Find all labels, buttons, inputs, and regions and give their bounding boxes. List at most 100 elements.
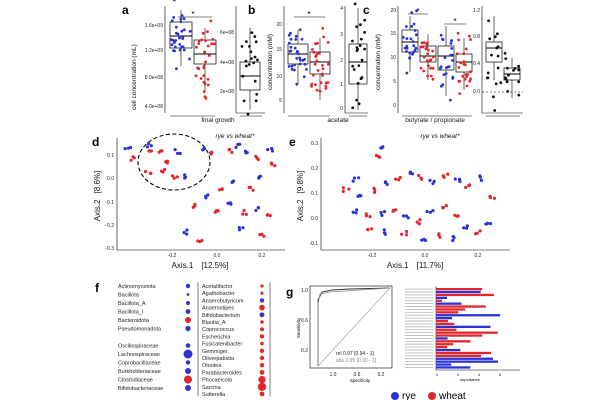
pcoa-point [475,231,479,235]
box-point [464,47,468,51]
box-point [324,81,328,85]
box-point [289,31,292,35]
e-xtick-1: -0.2 [368,253,377,259]
importance-bar [436,305,486,308]
pcoa-point [462,226,466,230]
pcoa-point [143,170,148,174]
taxon-dot [185,343,191,348]
pcoa-point [163,167,167,172]
a-ytick-1: 4.0e+08 [145,104,163,110]
pcoa-point [437,232,441,236]
pcoa-point [408,171,412,175]
box-point [298,56,302,60]
box-point [426,74,430,78]
taxon-dot [259,298,265,303]
c-points [401,9,472,102]
pcoa-point [405,229,409,234]
g-ytick-3: 1.0 [301,288,308,294]
d-ytick-3: -0.1 [105,200,114,206]
taxon-dot [259,312,265,318]
box-point [456,31,460,35]
box-point [182,17,186,21]
box-point [426,64,430,68]
taxon-dot [260,327,264,332]
box-point [357,102,361,106]
box-point [318,89,322,93]
pcoa-point [178,151,182,156]
box-point [194,74,198,78]
pcoa-point [260,232,264,236]
pcoa-point [452,236,456,240]
box-point [420,41,424,45]
box-point [174,39,178,42]
pcoa-point [431,181,435,186]
panel-b: b concentration (mM) 20 15 10 5 * 4 3 2 … [248,2,368,124]
importance-bar [436,351,492,355]
panel-b-ylabel: concentration (mM) [267,34,274,90]
taxon-label: Anaerostipes [202,306,234,312]
box-point [179,17,183,21]
box-point [451,53,455,57]
box-point [450,39,453,42]
box-point [298,28,302,32]
pcoa-point [145,145,149,149]
c-ytick-2: 5 [393,79,396,85]
d-highlight-ellipse [137,133,211,191]
box-point [490,53,493,57]
g-ylabel: Sensitivity [296,317,301,338]
pcoa-point [237,226,241,230]
pcoa-point [129,158,133,162]
pcoa-point [364,212,368,216]
box-point [468,70,472,74]
box-point [312,73,315,77]
pcoa-point [341,186,345,190]
box-point [461,74,465,78]
box-point [431,66,435,70]
panel-c-ylabel: concentration (mM) [375,34,382,90]
d-xtick-3: 0.2 [259,253,266,259]
box-point [462,62,466,66]
box-point [496,66,500,70]
d-xtick-2: 0.0 [214,253,221,259]
box-point [431,49,434,53]
box-point [175,67,178,70]
pcoa-point [256,206,261,210]
box-point [459,61,463,65]
pcoa-point [185,232,189,236]
box-point [465,75,469,79]
f-right-list: AcetatifactorAgathobacterAnaerobutyricum… [202,284,267,398]
pcoa-point [231,180,235,184]
box-point [363,18,367,22]
box-point [295,51,299,55]
pcoa-point [441,206,445,210]
importance-bar [436,299,442,302]
pcoa-point [176,151,180,155]
c-r-ytick-1: 0.0 [473,89,480,95]
pcoa-point [420,177,424,181]
taxon-dot [185,385,191,391]
taxon-dot [186,293,190,296]
box-point [204,60,208,64]
box-point [252,61,256,65]
pcoa-point [198,239,202,244]
box-point [495,46,499,50]
box-point [494,82,498,86]
box-point [324,87,328,90]
pcoa-point [418,218,422,222]
box-point [195,45,198,49]
pcoa-point [126,146,131,150]
box-point [327,62,330,66]
box-point [426,41,429,45]
importance-bar [436,328,457,331]
box-point [254,99,258,103]
panel-a-xlabel: final growth [201,117,235,124]
box-point [493,35,497,39]
taxon-dot [260,284,264,288]
importance-bar [436,308,466,311]
importance-bar [436,311,459,314]
pcoa-point [405,233,409,237]
g-imp-tick-4: 6 [499,373,501,377]
box-point [207,54,211,57]
b-r-ytick-5: 4 [340,6,343,12]
pcoa-point [241,212,245,216]
